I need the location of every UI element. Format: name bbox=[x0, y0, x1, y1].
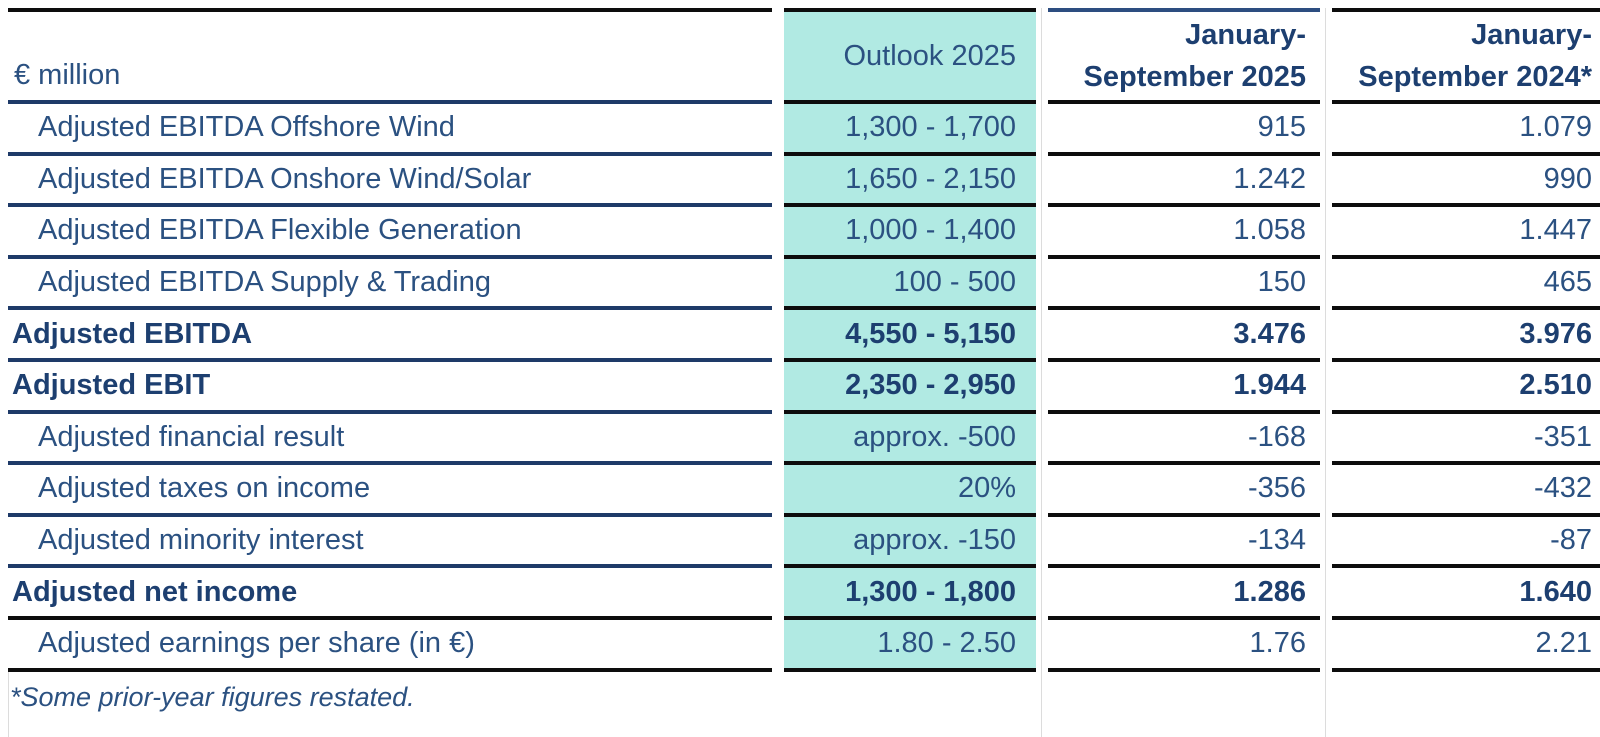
column-gap bbox=[772, 414, 784, 466]
unit-header: € million bbox=[8, 8, 772, 104]
column-gap bbox=[1036, 620, 1048, 672]
value-2024: -432 bbox=[1332, 465, 1600, 517]
column-gap bbox=[1320, 414, 1332, 466]
column-gap bbox=[772, 259, 784, 311]
column-gap bbox=[1036, 362, 1048, 414]
value-2025: 1.76 bbox=[1048, 619, 1320, 672]
row-label: Adjusted EBITDA Flexible Generation bbox=[8, 207, 772, 259]
row-label: Adjusted EBITDA Supply & Trading bbox=[8, 258, 772, 311]
column-gap bbox=[1036, 465, 1048, 517]
column-gap bbox=[1036, 156, 1048, 208]
outlook-value: approx. -500 bbox=[784, 413, 1036, 466]
outlook-table: € million Outlook 2025 January- Septembe… bbox=[8, 8, 1600, 672]
column-gap bbox=[1036, 8, 1048, 104]
row-label: Adjusted earnings per share (in €) bbox=[8, 619, 772, 672]
value-2024: 1.447 bbox=[1332, 207, 1600, 259]
column-gap bbox=[772, 465, 784, 517]
outlook-value: 1,650 - 2,150 bbox=[784, 155, 1036, 208]
column-gap bbox=[1320, 310, 1332, 362]
column-header-jan-sep-2025: January- September 2025 bbox=[1048, 8, 1320, 104]
column-header-jan-sep-2024: January- September 2024* bbox=[1332, 8, 1600, 104]
header-line: September 2024* bbox=[1358, 61, 1592, 93]
column-gap bbox=[1320, 104, 1332, 156]
outlook-value: 20% bbox=[784, 465, 1036, 517]
value-2025: 3.476 bbox=[1048, 310, 1320, 362]
column-gap bbox=[1320, 156, 1332, 208]
outlook-value: 1.80 - 2.50 bbox=[784, 619, 1036, 672]
column-gap bbox=[1036, 517, 1048, 569]
column-gap bbox=[772, 517, 784, 569]
row-label-total: Adjusted EBIT bbox=[8, 361, 772, 414]
column-gap bbox=[772, 362, 784, 414]
column-gap bbox=[1036, 568, 1048, 620]
value-2024: 1.079 bbox=[1332, 104, 1600, 156]
column-gap bbox=[772, 207, 784, 259]
column-gap bbox=[1320, 517, 1332, 569]
value-2025: 915 bbox=[1048, 104, 1320, 156]
row-label: Adjusted minority interest bbox=[8, 516, 772, 569]
column-gap bbox=[1320, 259, 1332, 311]
row-label: Adjusted financial result bbox=[8, 413, 772, 466]
row-label: Adjusted taxes on income bbox=[8, 465, 772, 517]
value-2024: 465 bbox=[1332, 258, 1600, 311]
column-gap bbox=[1320, 207, 1332, 259]
value-2025: -356 bbox=[1048, 465, 1320, 517]
column-gap bbox=[1320, 620, 1332, 672]
footnote: *Some prior-year figures restated. bbox=[10, 682, 415, 712]
value-2024: 2.510 bbox=[1332, 361, 1600, 414]
column-gap bbox=[1320, 568, 1332, 620]
outlook-value: 1,300 - 1,700 bbox=[784, 104, 1036, 156]
row-label: Adjusted EBITDA Onshore Wind/Solar bbox=[8, 155, 772, 208]
guide-line-col3-left bbox=[1041, 8, 1042, 737]
value-2025: -168 bbox=[1048, 413, 1320, 466]
value-2025: -134 bbox=[1048, 516, 1320, 569]
value-2025: 150 bbox=[1048, 258, 1320, 311]
column-gap bbox=[772, 156, 784, 208]
guide-line-col3-right bbox=[1325, 8, 1326, 737]
header-line: January- bbox=[1471, 18, 1592, 51]
column-gap bbox=[772, 104, 784, 156]
row-label: Adjusted EBITDA Offshore Wind bbox=[8, 104, 772, 156]
value-2025: 1.944 bbox=[1048, 361, 1320, 414]
outlook-value: 100 - 500 bbox=[784, 258, 1036, 311]
row-label-total: Adjusted net income bbox=[8, 568, 772, 620]
column-gap bbox=[772, 310, 784, 362]
value-2024: 3.976 bbox=[1332, 310, 1600, 362]
column-gap bbox=[1036, 259, 1048, 311]
outlook-value: approx. -150 bbox=[784, 516, 1036, 569]
outlook-value: 1,000 - 1,400 bbox=[784, 207, 1036, 259]
outlook-value: 2,350 - 2,950 bbox=[784, 361, 1036, 414]
column-gap bbox=[1320, 8, 1332, 104]
value-2025: 1.242 bbox=[1048, 155, 1320, 208]
column-gap bbox=[1320, 362, 1332, 414]
column-gap bbox=[1036, 310, 1048, 362]
value-2025: 1.058 bbox=[1048, 207, 1320, 259]
value-2024: -87 bbox=[1332, 516, 1600, 569]
header-line: September 2025 bbox=[1083, 61, 1306, 93]
outlook-value: 1,300 - 1,800 bbox=[784, 568, 1036, 620]
row-label-total: Adjusted EBITDA bbox=[8, 310, 772, 362]
value-2025: 1.286 bbox=[1048, 568, 1320, 620]
value-2024: -351 bbox=[1332, 413, 1600, 466]
column-gap bbox=[1036, 207, 1048, 259]
column-gap bbox=[772, 568, 784, 620]
column-gap bbox=[772, 8, 784, 104]
column-gap bbox=[772, 620, 784, 672]
column-gap bbox=[1036, 104, 1048, 156]
column-gap bbox=[1036, 414, 1048, 466]
value-2024: 990 bbox=[1332, 155, 1600, 208]
outlook-value: 4,550 - 5,150 bbox=[784, 310, 1036, 362]
value-2024: 2.21 bbox=[1332, 619, 1600, 672]
column-header-outlook-2025: Outlook 2025 bbox=[784, 8, 1036, 104]
header-line: January- bbox=[1185, 18, 1306, 51]
value-2024: 1.640 bbox=[1332, 568, 1600, 620]
column-gap bbox=[1320, 465, 1332, 517]
